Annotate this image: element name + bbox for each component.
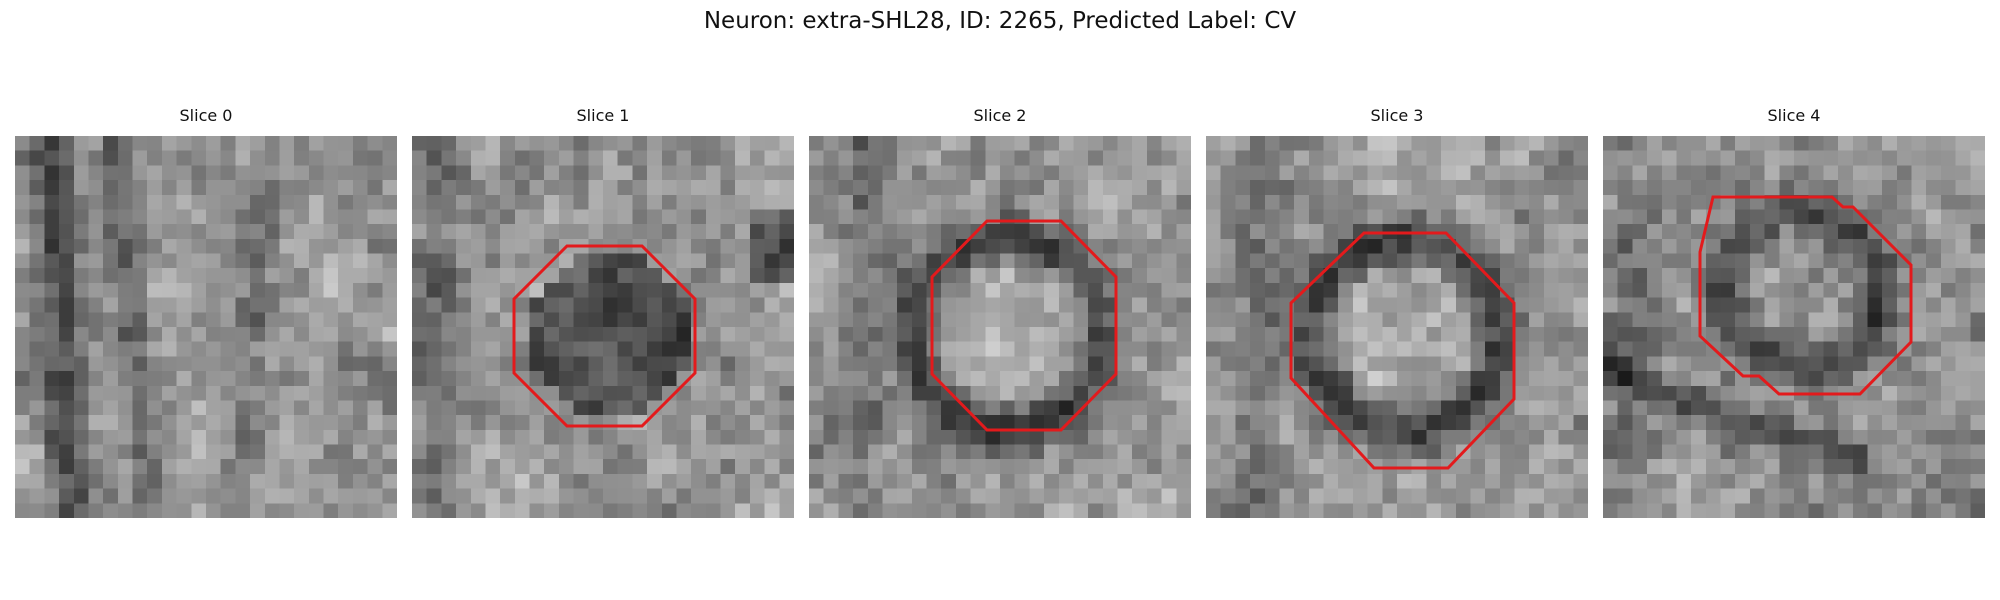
slice-title: Slice 3 <box>1370 106 1424 125</box>
slice-image <box>1206 136 1588 518</box>
slice-panel-0: Slice 0 <box>15 105 397 518</box>
figure-title: Neuron: extra-SHL28, ID: 2265, Predicted… <box>703 8 1297 34</box>
slice-title: Slice 1 <box>576 106 630 125</box>
slice-image <box>809 136 1191 518</box>
slice-image <box>412 136 794 518</box>
slice-panel-4: Slice 4 <box>1603 105 1985 518</box>
slice-panel-1: Slice 1 <box>412 105 794 518</box>
slice-panel-2: Slice 2 <box>809 105 1191 518</box>
slice-title: Slice 2 <box>973 106 1027 125</box>
slice-panel-3: Slice 3 <box>1206 105 1588 518</box>
slice-image <box>15 136 397 518</box>
slice-title: Slice 4 <box>1767 106 1821 125</box>
slice-image <box>1603 136 1985 518</box>
slice-title: Slice 0 <box>179 106 233 125</box>
